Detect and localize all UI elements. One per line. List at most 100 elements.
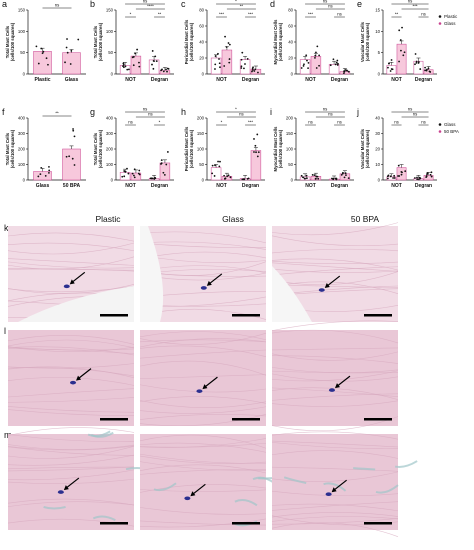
tissue-fiber <box>271 268 399 273</box>
data-point-d-2-2 <box>334 63 337 66</box>
connective-streak <box>90 431 114 438</box>
data-point-h-3-4 <box>253 138 255 140</box>
data-point-j-0-4 <box>386 177 389 180</box>
arrow-head <box>331 487 337 493</box>
data-point-f-0-4 <box>44 174 47 177</box>
data-point-e-0-5 <box>389 70 392 72</box>
data-point-g-3-2 <box>160 163 162 165</box>
data-point-b-2-1 <box>154 55 157 58</box>
panel-letter-a: a <box>2 0 7 9</box>
tissue-fiber <box>7 285 135 293</box>
data-point-c-1-0 <box>225 46 228 48</box>
data-point-j-0-0 <box>393 177 396 179</box>
micrograph-background <box>272 330 398 426</box>
tissue-fiber <box>139 461 267 471</box>
data-point-j-1-5 <box>400 170 403 173</box>
data-point-b-1-0 <box>138 65 141 68</box>
y-tick-label-c-2: 40 <box>199 40 204 45</box>
micrograph-l-3 <box>271 320 399 432</box>
data-point-d-2-1 <box>332 58 335 61</box>
sig-label-f-0: ** <box>55 111 59 116</box>
sig-label-d-0: ns <box>323 0 328 4</box>
y-tick-label-d-2: 40 <box>288 40 293 45</box>
y-tick-label-e-2: 10 <box>375 29 380 34</box>
data-point-a-1-6 <box>66 38 68 40</box>
data-point-b-1-1 <box>138 61 140 64</box>
y-tick-label-g-2: 200 <box>106 147 114 152</box>
data-point-j-0-6 <box>386 175 389 178</box>
tissue-fiber <box>7 478 135 484</box>
data-point-d-2-5 <box>335 61 338 64</box>
tissue-fiber <box>139 438 267 448</box>
y-tick-label-h-1: 50 <box>199 162 204 167</box>
data-point-f-0-5 <box>48 169 51 172</box>
tissue-fiber <box>271 347 399 351</box>
data-point-g-3-6 <box>166 151 169 153</box>
y-axis-label-a-0: Total Mast Cells <box>5 25 10 58</box>
y-tick-label-f-4: 400 <box>18 116 26 121</box>
y-axis-label-f-0: Total Mast Cells <box>5 132 10 165</box>
y-tick-label-d-3: 60 <box>288 24 293 29</box>
y-tick-label-e-1: 5 <box>378 50 381 55</box>
data-point-c-2-5 <box>244 63 246 65</box>
data-point-i-3-2 <box>343 176 346 179</box>
tissue-fiber <box>139 231 267 244</box>
data-point-i-2-4 <box>332 177 335 180</box>
data-point-c-3-2 <box>251 70 253 73</box>
data-point-d-3-5 <box>342 72 345 75</box>
tissue-fiber <box>271 387 399 397</box>
data-point-a-0-4 <box>40 47 43 50</box>
data-point-c-1-3 <box>223 65 226 67</box>
data-point-e-1-3 <box>398 29 401 32</box>
mast-cell <box>63 284 70 289</box>
data-point-j-3-5 <box>425 175 428 177</box>
data-point-c-1-2 <box>224 35 226 38</box>
tissue-fiber <box>139 345 267 358</box>
data-point-j-3-6 <box>430 175 433 178</box>
data-point-c-3-6 <box>257 71 259 74</box>
tissue-fiber <box>271 450 399 459</box>
data-point-b-1-4 <box>136 48 139 51</box>
data-point-g-1-3 <box>133 168 136 171</box>
tissue-fiber <box>139 360 267 376</box>
data-point-e-3-0 <box>424 69 427 72</box>
data-point-h-3-1 <box>256 133 259 136</box>
x-tick-label-j-1: Degran <box>415 183 432 189</box>
bar-h-3 <box>250 150 262 181</box>
tissue-fiber <box>139 384 267 393</box>
y-tick-label-g-0: 0 <box>111 178 114 183</box>
sig-label-e-0: ns <box>408 0 413 4</box>
micrograph-background <box>272 434 398 530</box>
y-tick-label-f-2: 200 <box>18 147 26 152</box>
tissue-edge <box>140 226 164 322</box>
micrograph-k-2 <box>139 226 267 322</box>
data-point-c-1-6 <box>228 58 231 60</box>
y-tick-label-f-1: 100 <box>18 162 26 167</box>
data-point-f-1-3 <box>71 157 74 160</box>
tissue-fiber <box>271 262 399 272</box>
data-point-b-3-3 <box>166 67 169 70</box>
sig-label-b-0: ns <box>143 0 148 4</box>
legend-marker-1-1 <box>438 130 442 133</box>
tissue-fiber <box>271 266 399 276</box>
data-point-d-0-0 <box>306 59 308 62</box>
sig-label-i-0: ns <box>323 107 328 112</box>
y-axis-label-b-0: Total Mast Cells <box>93 25 98 58</box>
mast-cell <box>325 492 332 496</box>
sig-label-e-1: *** <box>413 4 418 9</box>
micrograph-grid <box>7 222 418 537</box>
tissue-fiber <box>271 258 399 271</box>
data-point-f-1-6 <box>68 155 71 158</box>
tissue-fiber <box>139 464 267 474</box>
y-tick-label-b-3: 150 <box>106 8 114 13</box>
tissue-fiber <box>271 518 399 525</box>
y-tick-label-h-4: 200 <box>197 116 205 121</box>
data-point-d-2-6 <box>329 64 332 67</box>
data-point-d-3-6 <box>347 70 350 73</box>
data-point-i-3-6 <box>342 171 344 174</box>
mast-cell <box>200 286 207 290</box>
data-point-e-0-1 <box>388 62 390 65</box>
tissue-fiber <box>7 339 135 349</box>
tissue-fiber <box>139 413 267 420</box>
sig-label-h-0: * <box>235 107 237 112</box>
